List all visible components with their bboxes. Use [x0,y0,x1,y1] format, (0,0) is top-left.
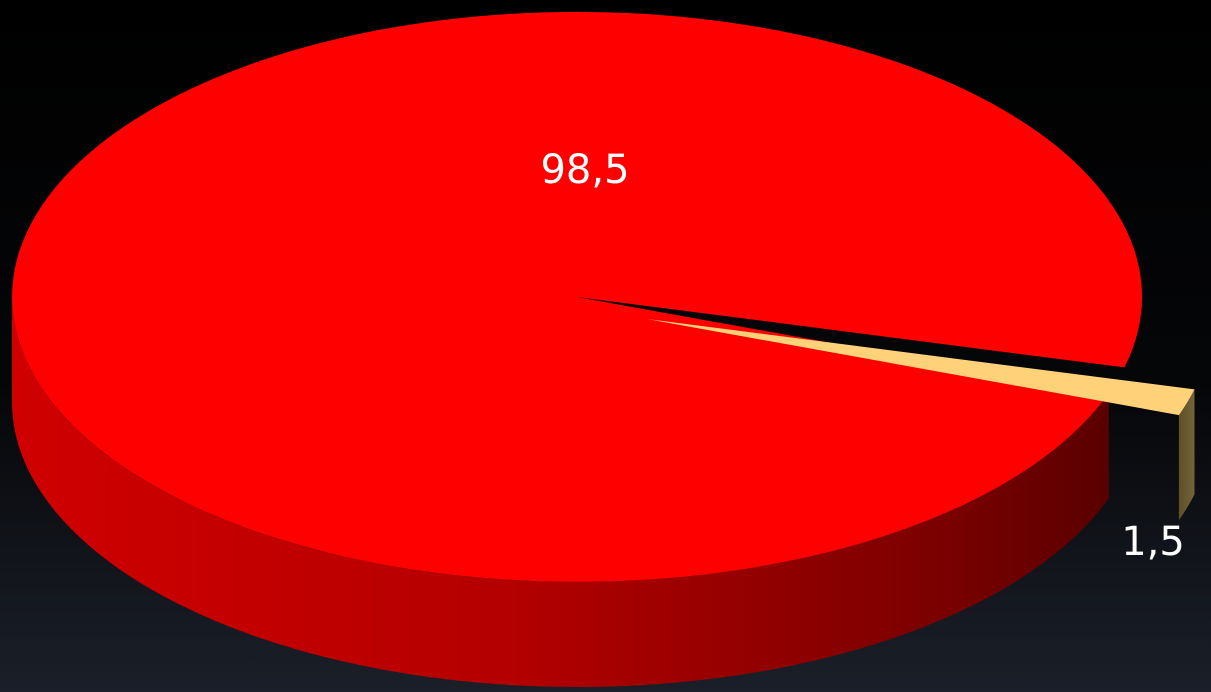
data-label-main: 98,5 [540,147,629,193]
data-label-small: 1,5 [1121,519,1185,565]
pie-slice-main [12,11,1143,687]
pie-slice-small-side [1178,389,1195,521]
pie-slice-small-top [647,319,1195,416]
pie-slice-small [647,319,1195,521]
pie-slice-main-top [12,11,1143,582]
pie-slice-main-side [12,297,1109,687]
